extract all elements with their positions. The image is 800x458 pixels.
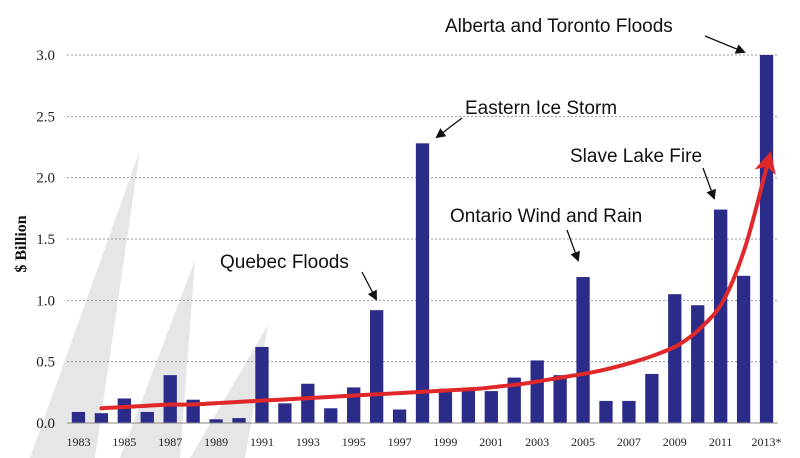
bar-1998 [415, 143, 430, 423]
bar-1992 [278, 403, 292, 423]
bar-1999 [438, 388, 453, 423]
x-tick-label: 2003 [525, 435, 549, 449]
x-tick-label: 2001 [479, 435, 503, 449]
x-tick-label: 1983 [66, 435, 90, 449]
annotation-arrow [361, 271, 377, 301]
bar-1994 [324, 408, 338, 423]
y-tick-label: 2.5 [36, 109, 55, 125]
trend-curve [99, 151, 776, 411]
annotation-label: Slave Lake Fire [570, 146, 702, 167]
annotation-arrow [566, 229, 580, 262]
annotation-arrow [704, 35, 746, 54]
y-tick-label: 1.0 [36, 293, 55, 309]
y-axis-label: $ Billion [13, 215, 30, 272]
x-tick-label: 2013* [752, 435, 782, 449]
bar-1985 [117, 398, 131, 423]
annotations: Quebec Floods Eastern Ice Storm Ontario Wi… [220, 16, 746, 301]
bar-1984 [94, 413, 109, 423]
bar-2002 [507, 377, 521, 423]
y-tick-label: 3.0 [36, 48, 55, 64]
bar-1991 [255, 346, 269, 423]
bar-2006 [599, 400, 613, 423]
bar-1997 [392, 409, 407, 423]
y-tick-label: 2.0 [36, 171, 55, 187]
bar-2003 [530, 360, 544, 423]
gridlines [67, 54, 778, 363]
bar-2010 [691, 305, 705, 423]
y-tick-label: 0.5 [36, 355, 55, 371]
x-tick-label: 1999 [433, 435, 457, 449]
bar-1990 [232, 418, 246, 423]
x-axis-ticks: 1983 1985 1987 1989 1991 1993 1995 1997 1999 2001… [66, 435, 781, 449]
x-tick-label: 1989 [204, 435, 228, 449]
bar-2001 [484, 391, 498, 423]
bar-2011 [714, 209, 728, 423]
trend-line [99, 151, 776, 411]
bar-2005 [576, 277, 590, 423]
x-tick-label: 2005 [571, 435, 595, 449]
x-tick-label: 2009 [663, 435, 687, 449]
x-tick-label: 1985 [112, 435, 136, 449]
bar-1986 [140, 411, 154, 423]
annotation-label: Quebec Floods [220, 252, 349, 273]
x-tick-label: 2007 [617, 435, 641, 449]
bar-1993 [301, 383, 315, 423]
bar-2007 [622, 400, 636, 423]
x-tick-label: 1993 [296, 435, 320, 449]
x-tick-label: 1987 [158, 435, 182, 449]
y-tick-label: 0.0 [36, 416, 55, 432]
y-tick-label: 1.5 [36, 232, 55, 248]
decor-slash [190, 325, 268, 458]
bar-1989 [209, 419, 223, 423]
background-slashes [30, 150, 268, 458]
annotation-label: Alberta and Toronto Floods [445, 16, 673, 37]
bar-1996 [369, 310, 384, 423]
y-axis-ticks: 0.0 0.5 1.0 1.5 2.0 2.5 3.0 [36, 48, 55, 432]
bar-1983 [71, 411, 86, 423]
bar-2009 [668, 294, 682, 423]
bar-2013 [759, 55, 774, 423]
decor-slash [30, 150, 140, 458]
annotation-label: Ontario Wind and Rain [450, 206, 642, 227]
bar-2008 [645, 373, 659, 423]
x-tick-label: 1991 [250, 435, 274, 449]
annotation-arrow [702, 167, 716, 200]
annotation-label: Eastern Ice Storm [465, 98, 617, 119]
bar-1995 [347, 387, 361, 423]
bar-2012 [736, 275, 751, 423]
bar-1987 [163, 375, 177, 423]
x-tick-label: 1997 [388, 435, 412, 449]
bars [71, 55, 774, 423]
bar-2000 [461, 389, 476, 423]
bar-2004 [553, 375, 567, 423]
decor-slash [120, 260, 195, 458]
annotation-arrow [435, 117, 463, 139]
x-tick-label: 1995 [342, 435, 366, 449]
x-tick-label: 2011 [709, 435, 733, 449]
